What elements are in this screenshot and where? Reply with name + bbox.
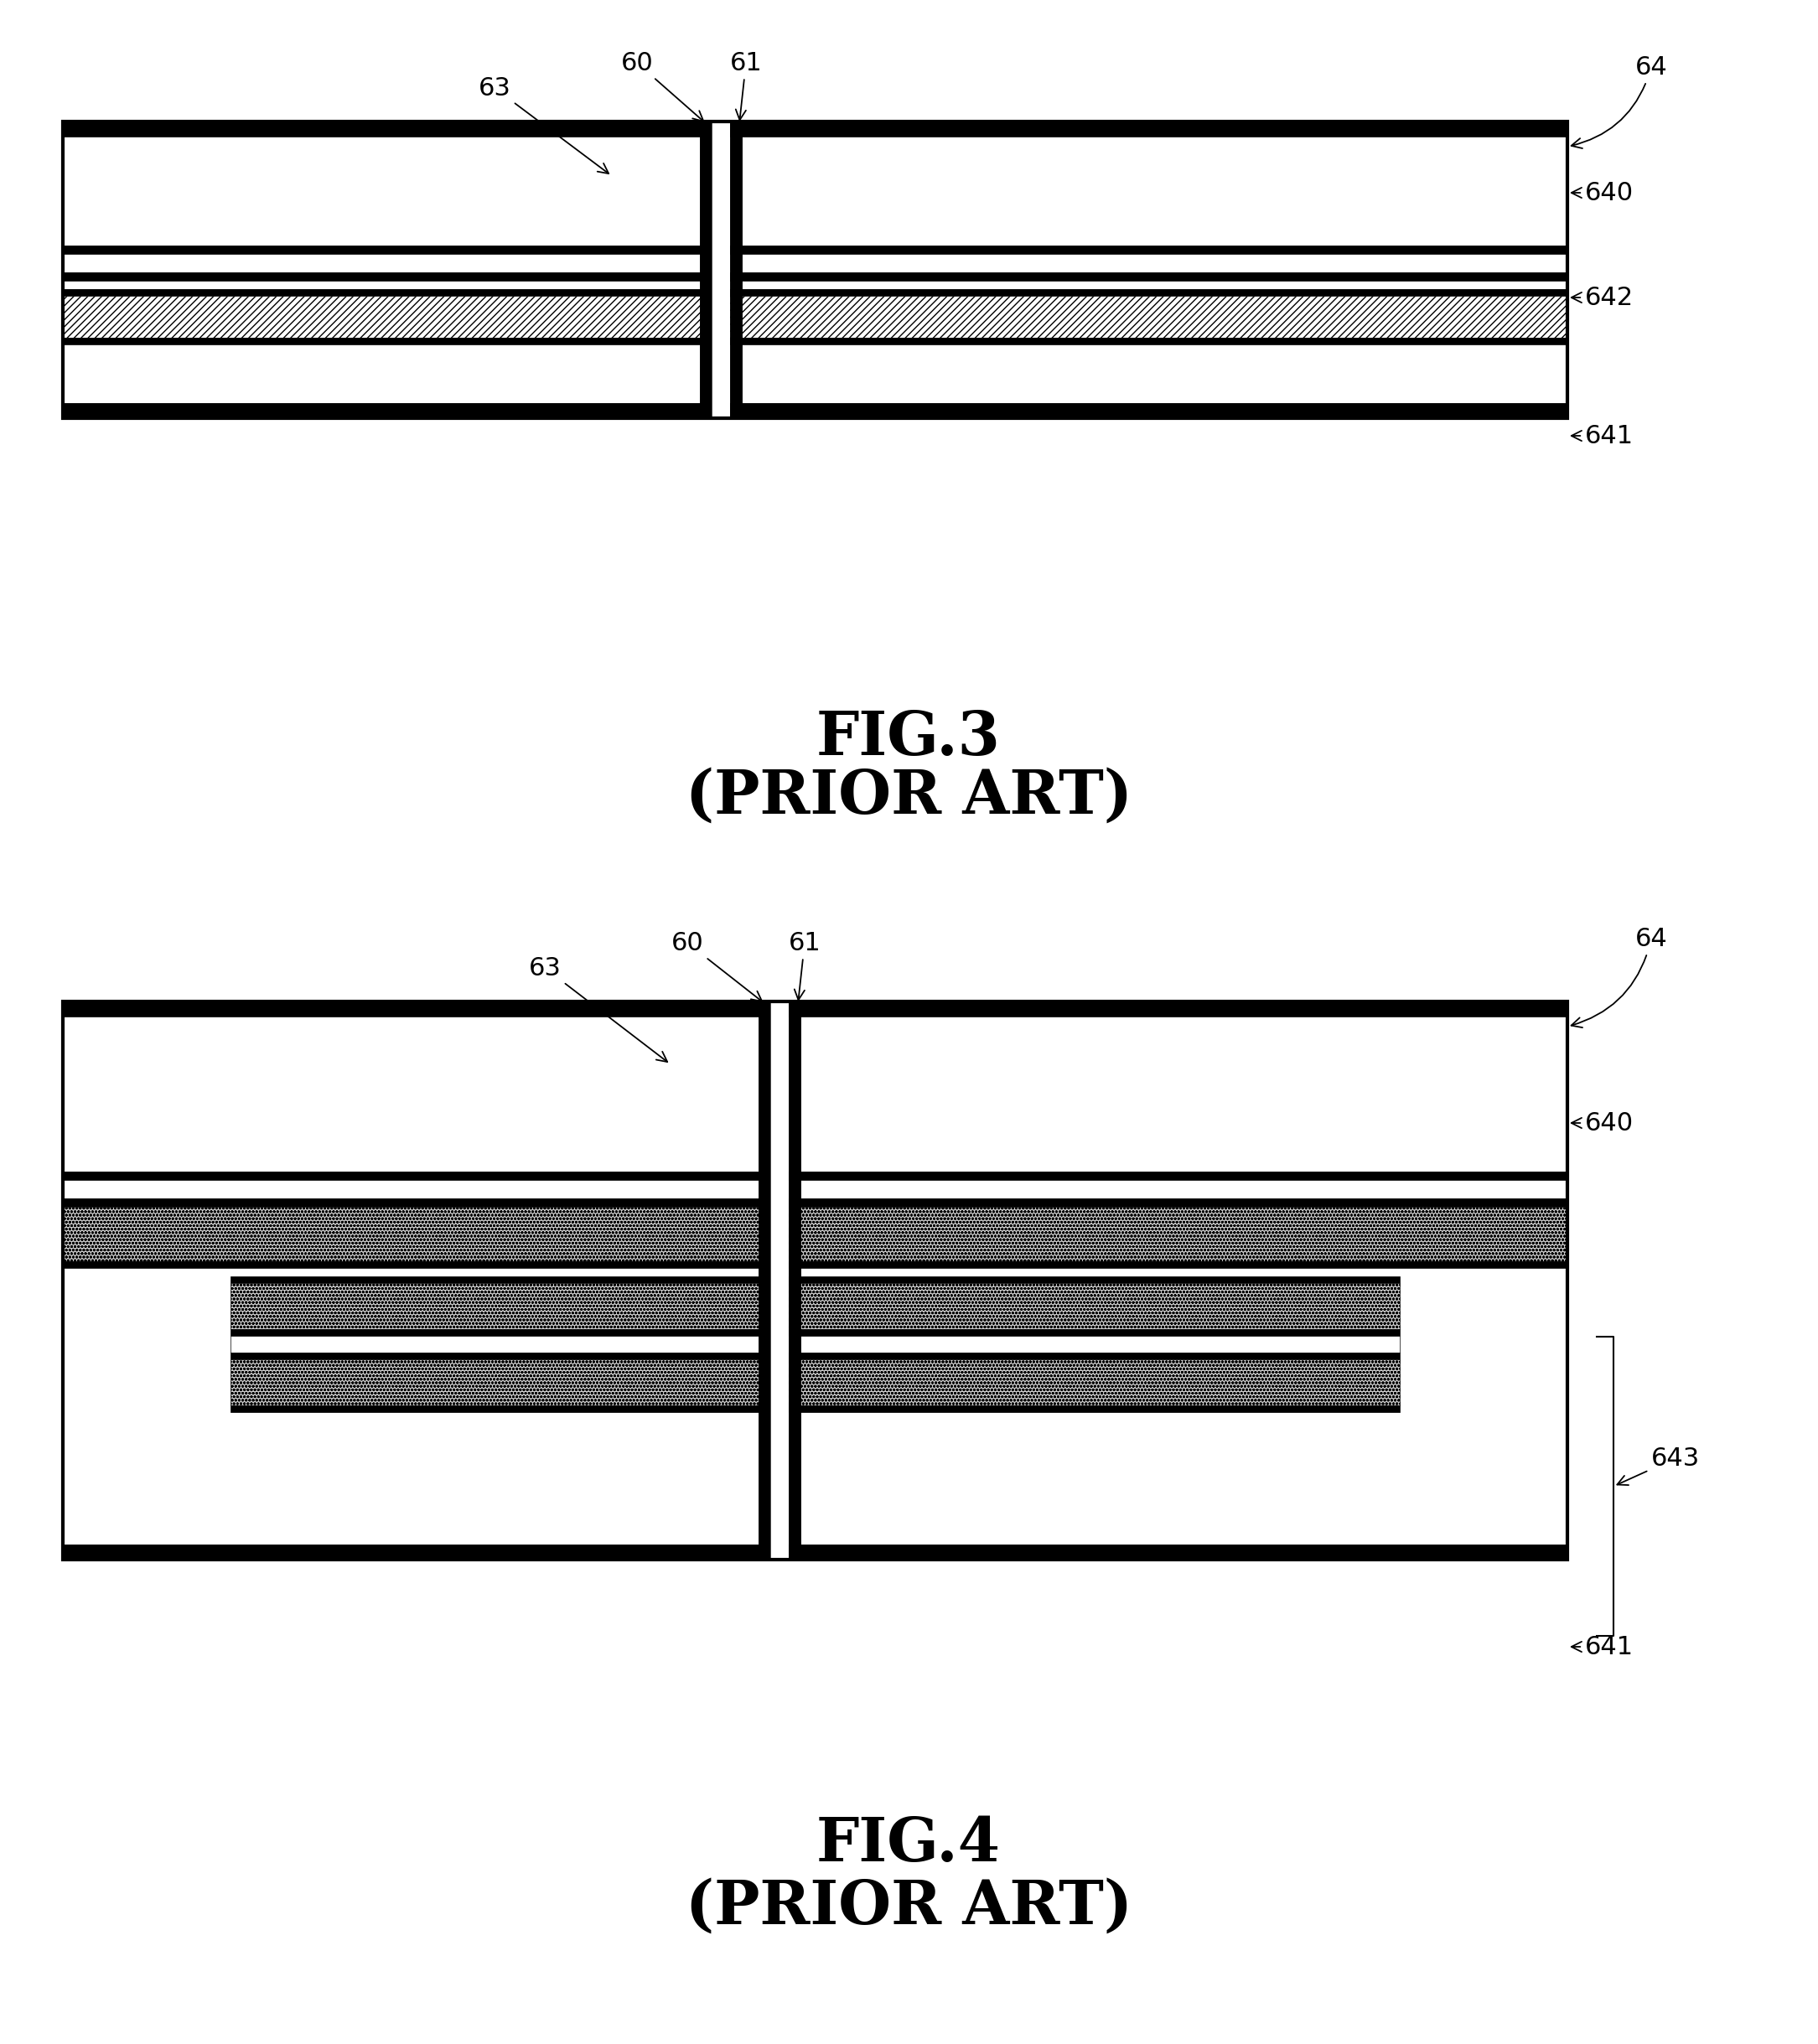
Text: 643: 643 — [1618, 1445, 1700, 1486]
Text: 64: 64 — [1571, 55, 1667, 149]
Bar — [64, 403, 1567, 419]
Bar — [64, 337, 1567, 345]
Bar — [64, 1171, 1567, 1179]
Bar — [758, 1002, 771, 1560]
Bar — [231, 1337, 1400, 1353]
Text: 640: 640 — [1571, 180, 1634, 204]
Text: 60: 60 — [671, 930, 762, 1002]
Bar — [64, 1179, 1567, 1198]
Text: 641: 641 — [1571, 1635, 1634, 1660]
Bar — [64, 288, 1567, 296]
Bar — [64, 1002, 1567, 1016]
Text: 640: 640 — [1571, 1110, 1634, 1134]
Bar — [64, 121, 1567, 419]
Bar — [64, 245, 1567, 253]
Text: FIG.4: FIG.4 — [816, 1813, 1000, 1874]
Bar — [231, 1284, 1400, 1329]
Bar — [64, 253, 1567, 272]
Bar — [64, 280, 1567, 288]
Bar — [64, 345, 1567, 403]
Bar — [64, 296, 1567, 337]
Text: FIG.3: FIG.3 — [816, 707, 1000, 766]
Text: 60: 60 — [620, 51, 704, 121]
Text: 61: 61 — [789, 930, 822, 1000]
Bar — [64, 272, 1567, 280]
Bar — [731, 121, 742, 419]
Bar — [231, 1406, 1400, 1412]
Bar — [771, 1002, 789, 1560]
Text: (PRIOR ART): (PRIOR ART) — [685, 1876, 1133, 1936]
Text: (PRIOR ART): (PRIOR ART) — [685, 766, 1133, 826]
Bar — [789, 1002, 800, 1560]
Bar — [64, 1002, 1567, 1560]
Bar — [231, 1353, 1400, 1359]
Bar — [64, 1016, 1567, 1171]
Bar — [231, 1359, 1400, 1406]
Bar — [64, 1267, 1567, 1545]
Text: 61: 61 — [729, 51, 762, 121]
Text: 63: 63 — [478, 76, 609, 174]
Text: 641: 641 — [1571, 423, 1634, 448]
Bar — [231, 1275, 1400, 1284]
Bar — [64, 1545, 1567, 1560]
Text: 64: 64 — [1571, 926, 1667, 1028]
Bar — [64, 121, 1567, 137]
Bar — [64, 1261, 1567, 1267]
Bar — [64, 1198, 1567, 1206]
Bar — [700, 121, 711, 419]
Bar — [231, 1329, 1400, 1337]
Text: 642: 642 — [1571, 286, 1634, 309]
Bar — [64, 137, 1567, 245]
Bar — [64, 1206, 1567, 1261]
Text: 63: 63 — [529, 957, 667, 1063]
Bar — [711, 121, 731, 419]
